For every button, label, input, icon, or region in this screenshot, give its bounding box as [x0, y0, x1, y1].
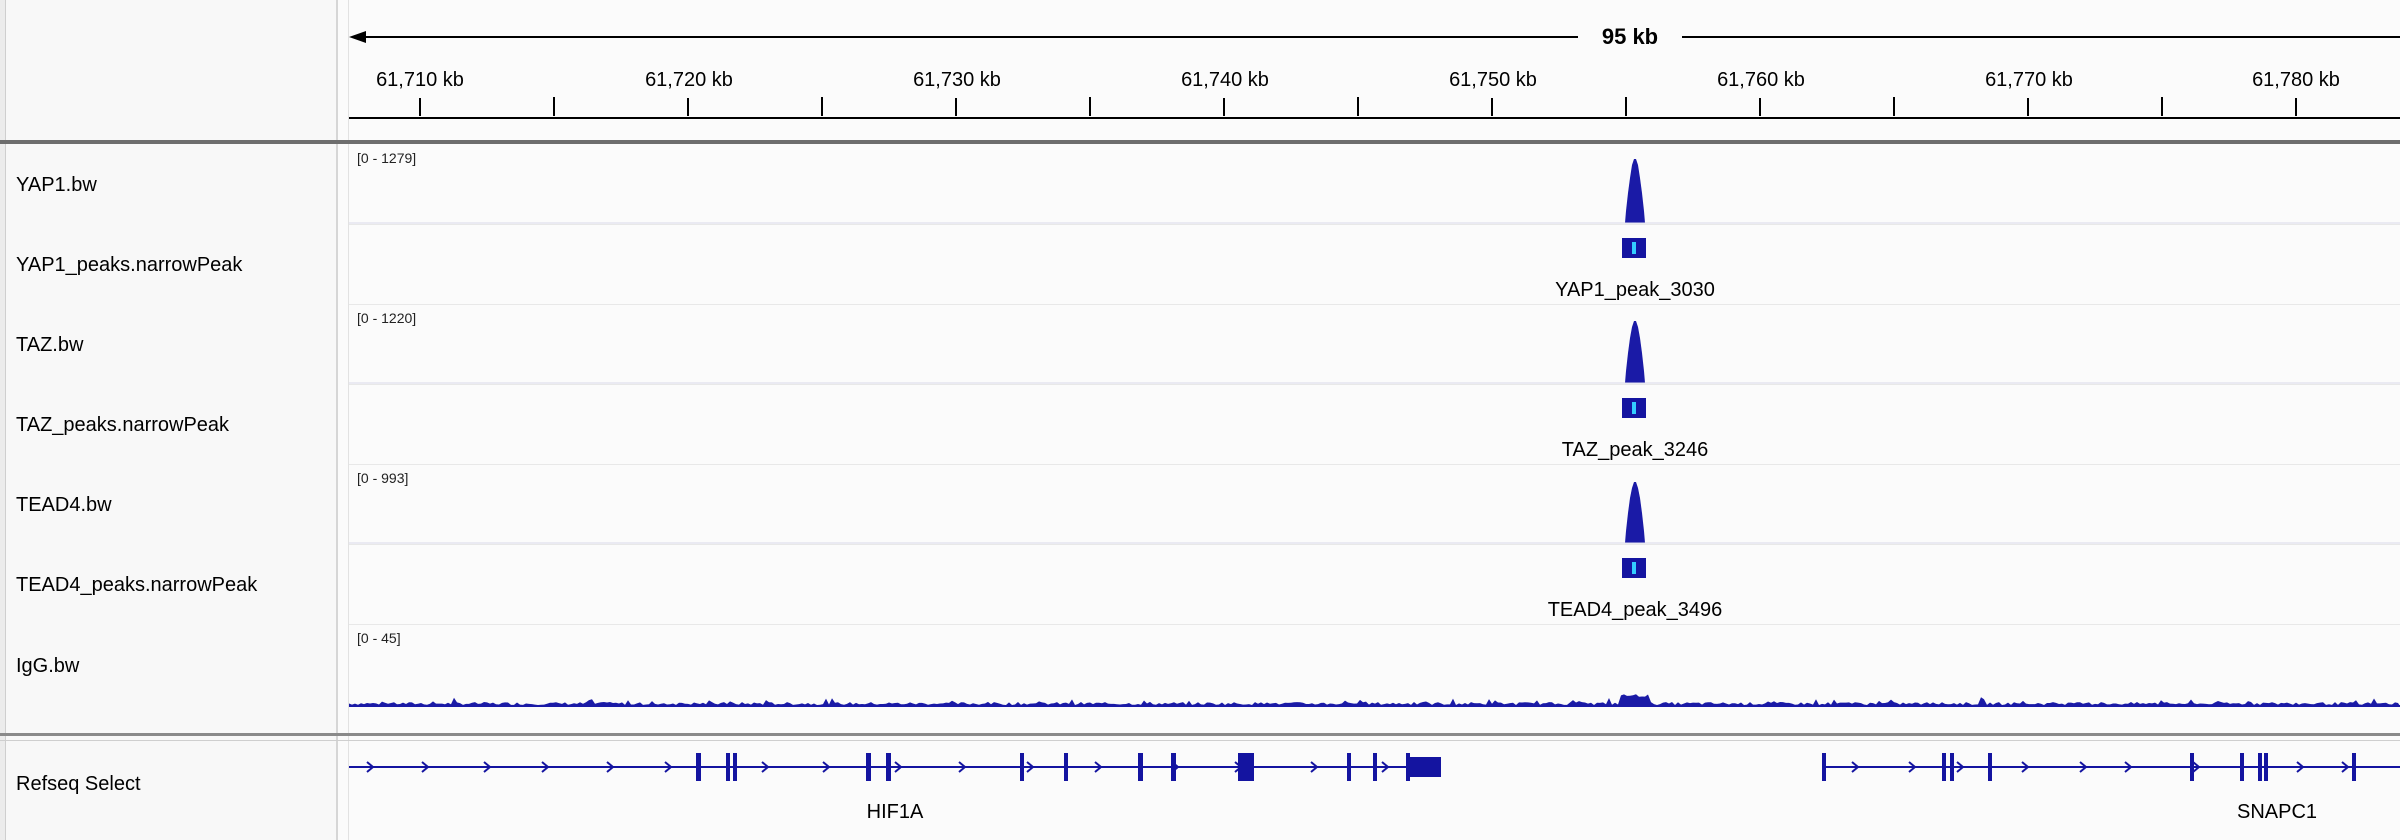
- strand-arrow-icon: [1851, 761, 1860, 773]
- data-range-label: [0 - 45]: [357, 630, 401, 646]
- gene-label-hif1a[interactable]: HIF1A: [866, 801, 924, 823]
- peak-summit: [1632, 562, 1636, 574]
- exon-snapc1: [2190, 753, 2194, 781]
- strand-arrow-icon: [958, 761, 967, 773]
- left-gutter: [0, 0, 6, 840]
- row-divider: [349, 464, 2400, 465]
- strand-arrow-icon: [2124, 761, 2133, 773]
- exon-hif1a: [1373, 753, 1377, 781]
- strand-arrow-icon: [1026, 761, 1035, 773]
- strand-arrow-icon: [822, 761, 831, 773]
- data-range-label: [0 - 993]: [357, 470, 409, 486]
- exon-snapc1: [2264, 753, 2268, 781]
- peak-summit: [1632, 402, 1636, 414]
- exon-hif1a: [1406, 753, 1410, 781]
- data-range-label: [0 - 1220]: [357, 310, 417, 326]
- strand-arrow-icon: [2021, 761, 2030, 773]
- strand-arrow-icon: [1381, 761, 1390, 773]
- exon-snapc1: [2258, 753, 2262, 781]
- header-separator: [0, 140, 2400, 144]
- track-name-yap1-bw[interactable]: YAP1.bw: [16, 174, 97, 196]
- strand-arrow-icon: [483, 761, 492, 773]
- strand-arrow-icon: [1908, 761, 1917, 773]
- gene-label-snapc1[interactable]: SNAPC1: [2236, 801, 2318, 823]
- strand-arrow-icon: [2296, 761, 2305, 773]
- strand-arrow-icon: [2192, 761, 2201, 773]
- ruler-tick-label: 61,740 kb: [1181, 69, 1269, 91]
- strand-arrow-icon: [1094, 761, 1103, 773]
- data-range-label: [0 - 1279]: [357, 150, 417, 166]
- strand-arrow-icon: [1956, 761, 1965, 773]
- row-divider: [349, 544, 2400, 545]
- exon-hif1a: [696, 753, 701, 781]
- strand-arrow-icon: [541, 761, 550, 773]
- ruler-tick-label: 61,730 kb: [913, 69, 1001, 91]
- ruler-span-label: 95 kb: [1580, 24, 1680, 50]
- exon-hif1a: [886, 753, 891, 781]
- exon-hif1a: [1138, 753, 1143, 781]
- exon-snapc1: [1942, 753, 1946, 781]
- exon-utr-hif1a: [1409, 757, 1441, 777]
- strand-arrow-icon: [894, 761, 903, 773]
- gene-track-separator: [0, 733, 2400, 736]
- peak-boxes: [1622, 238, 1646, 578]
- track-name-refseq[interactable]: Refseq Select: [16, 773, 141, 795]
- peak-feature-label[interactable]: TEAD4_peak_3496: [1547, 599, 1723, 621]
- gene-models[interactable]: [349, 753, 2400, 781]
- exon-snapc1: [2240, 753, 2244, 781]
- igg-signal-area: [349, 694, 2400, 706]
- attribute-panel: [338, 0, 349, 840]
- peak-summit: [1632, 242, 1636, 254]
- exon-hif1a: [1238, 753, 1254, 781]
- ruler-tick-label: 61,750 kb: [1449, 69, 1537, 91]
- igg-signal: [349, 694, 2400, 707]
- ruler-ticks: [419, 97, 2297, 116]
- exon-hif1a: [726, 753, 730, 781]
- ruler-span-arrow: [349, 31, 2400, 43]
- row-divider: [349, 224, 2400, 225]
- track-name-taz-peaks[interactable]: TAZ_peaks.narrowPeak: [16, 414, 230, 436]
- exon-hif1a: [1171, 753, 1176, 781]
- ruler-tick-label: 61,780 kb: [2252, 69, 2340, 91]
- signal-peak: [1625, 482, 1645, 543]
- peak-feature-label[interactable]: YAP1_peak_3030: [1555, 279, 1715, 301]
- signal-peak: [1625, 321, 1645, 383]
- exon-hif1a: [1064, 753, 1068, 781]
- ruler-tick-label: 61,720 kb: [645, 69, 733, 91]
- strand-arrow-icon: [664, 761, 673, 773]
- panel-divider[interactable]: [336, 0, 338, 840]
- strand-arrow-icon: [366, 761, 375, 773]
- row-divider: [349, 304, 2400, 305]
- strand-arrow-icon: [761, 761, 770, 773]
- track-name-igg-bw[interactable]: IgG.bw: [16, 655, 80, 677]
- track-name-yap1-peaks[interactable]: YAP1_peaks.narrowPeak: [16, 254, 243, 276]
- signal-peak: [1625, 159, 1645, 223]
- peak-feature-label[interactable]: TAZ_peak_3246: [1561, 439, 1709, 461]
- track-name-tead4-peaks[interactable]: TEAD4_peaks.narrowPeak: [16, 574, 258, 596]
- strand-arrow-icon: [2079, 761, 2088, 773]
- arrow-left-icon: [349, 31, 366, 43]
- exon-hif1a: [733, 753, 737, 781]
- ruler-tick-label: 61,760 kb: [1717, 69, 1805, 91]
- exon-hif1a: [866, 753, 871, 781]
- row-divider: [349, 624, 2400, 625]
- row-divider: [349, 384, 2400, 385]
- exon-snapc1: [1822, 753, 1826, 781]
- strand-arrow-icon: [1310, 761, 1319, 773]
- track-name-taz-bw[interactable]: TAZ.bw: [16, 334, 84, 356]
- gene-track-separator: [0, 740, 2400, 741]
- exon-snapc1: [2352, 753, 2356, 781]
- ruler-tick-label: 61,770 kb: [1985, 69, 2073, 91]
- signal-peaks: [349, 159, 2400, 544]
- exon-hif1a: [1347, 753, 1351, 781]
- track-name-tead4-bw[interactable]: TEAD4.bw: [16, 494, 112, 516]
- strand-arrow-icon: [2341, 761, 2350, 773]
- exon-hif1a: [1020, 753, 1024, 781]
- exon-snapc1: [1950, 753, 1954, 781]
- exon-snapc1: [1988, 753, 1992, 781]
- strand-arrow-icon: [606, 761, 615, 773]
- ruler-tick-label: 61,710 kb: [376, 69, 464, 91]
- strand-arrow-icon: [421, 761, 430, 773]
